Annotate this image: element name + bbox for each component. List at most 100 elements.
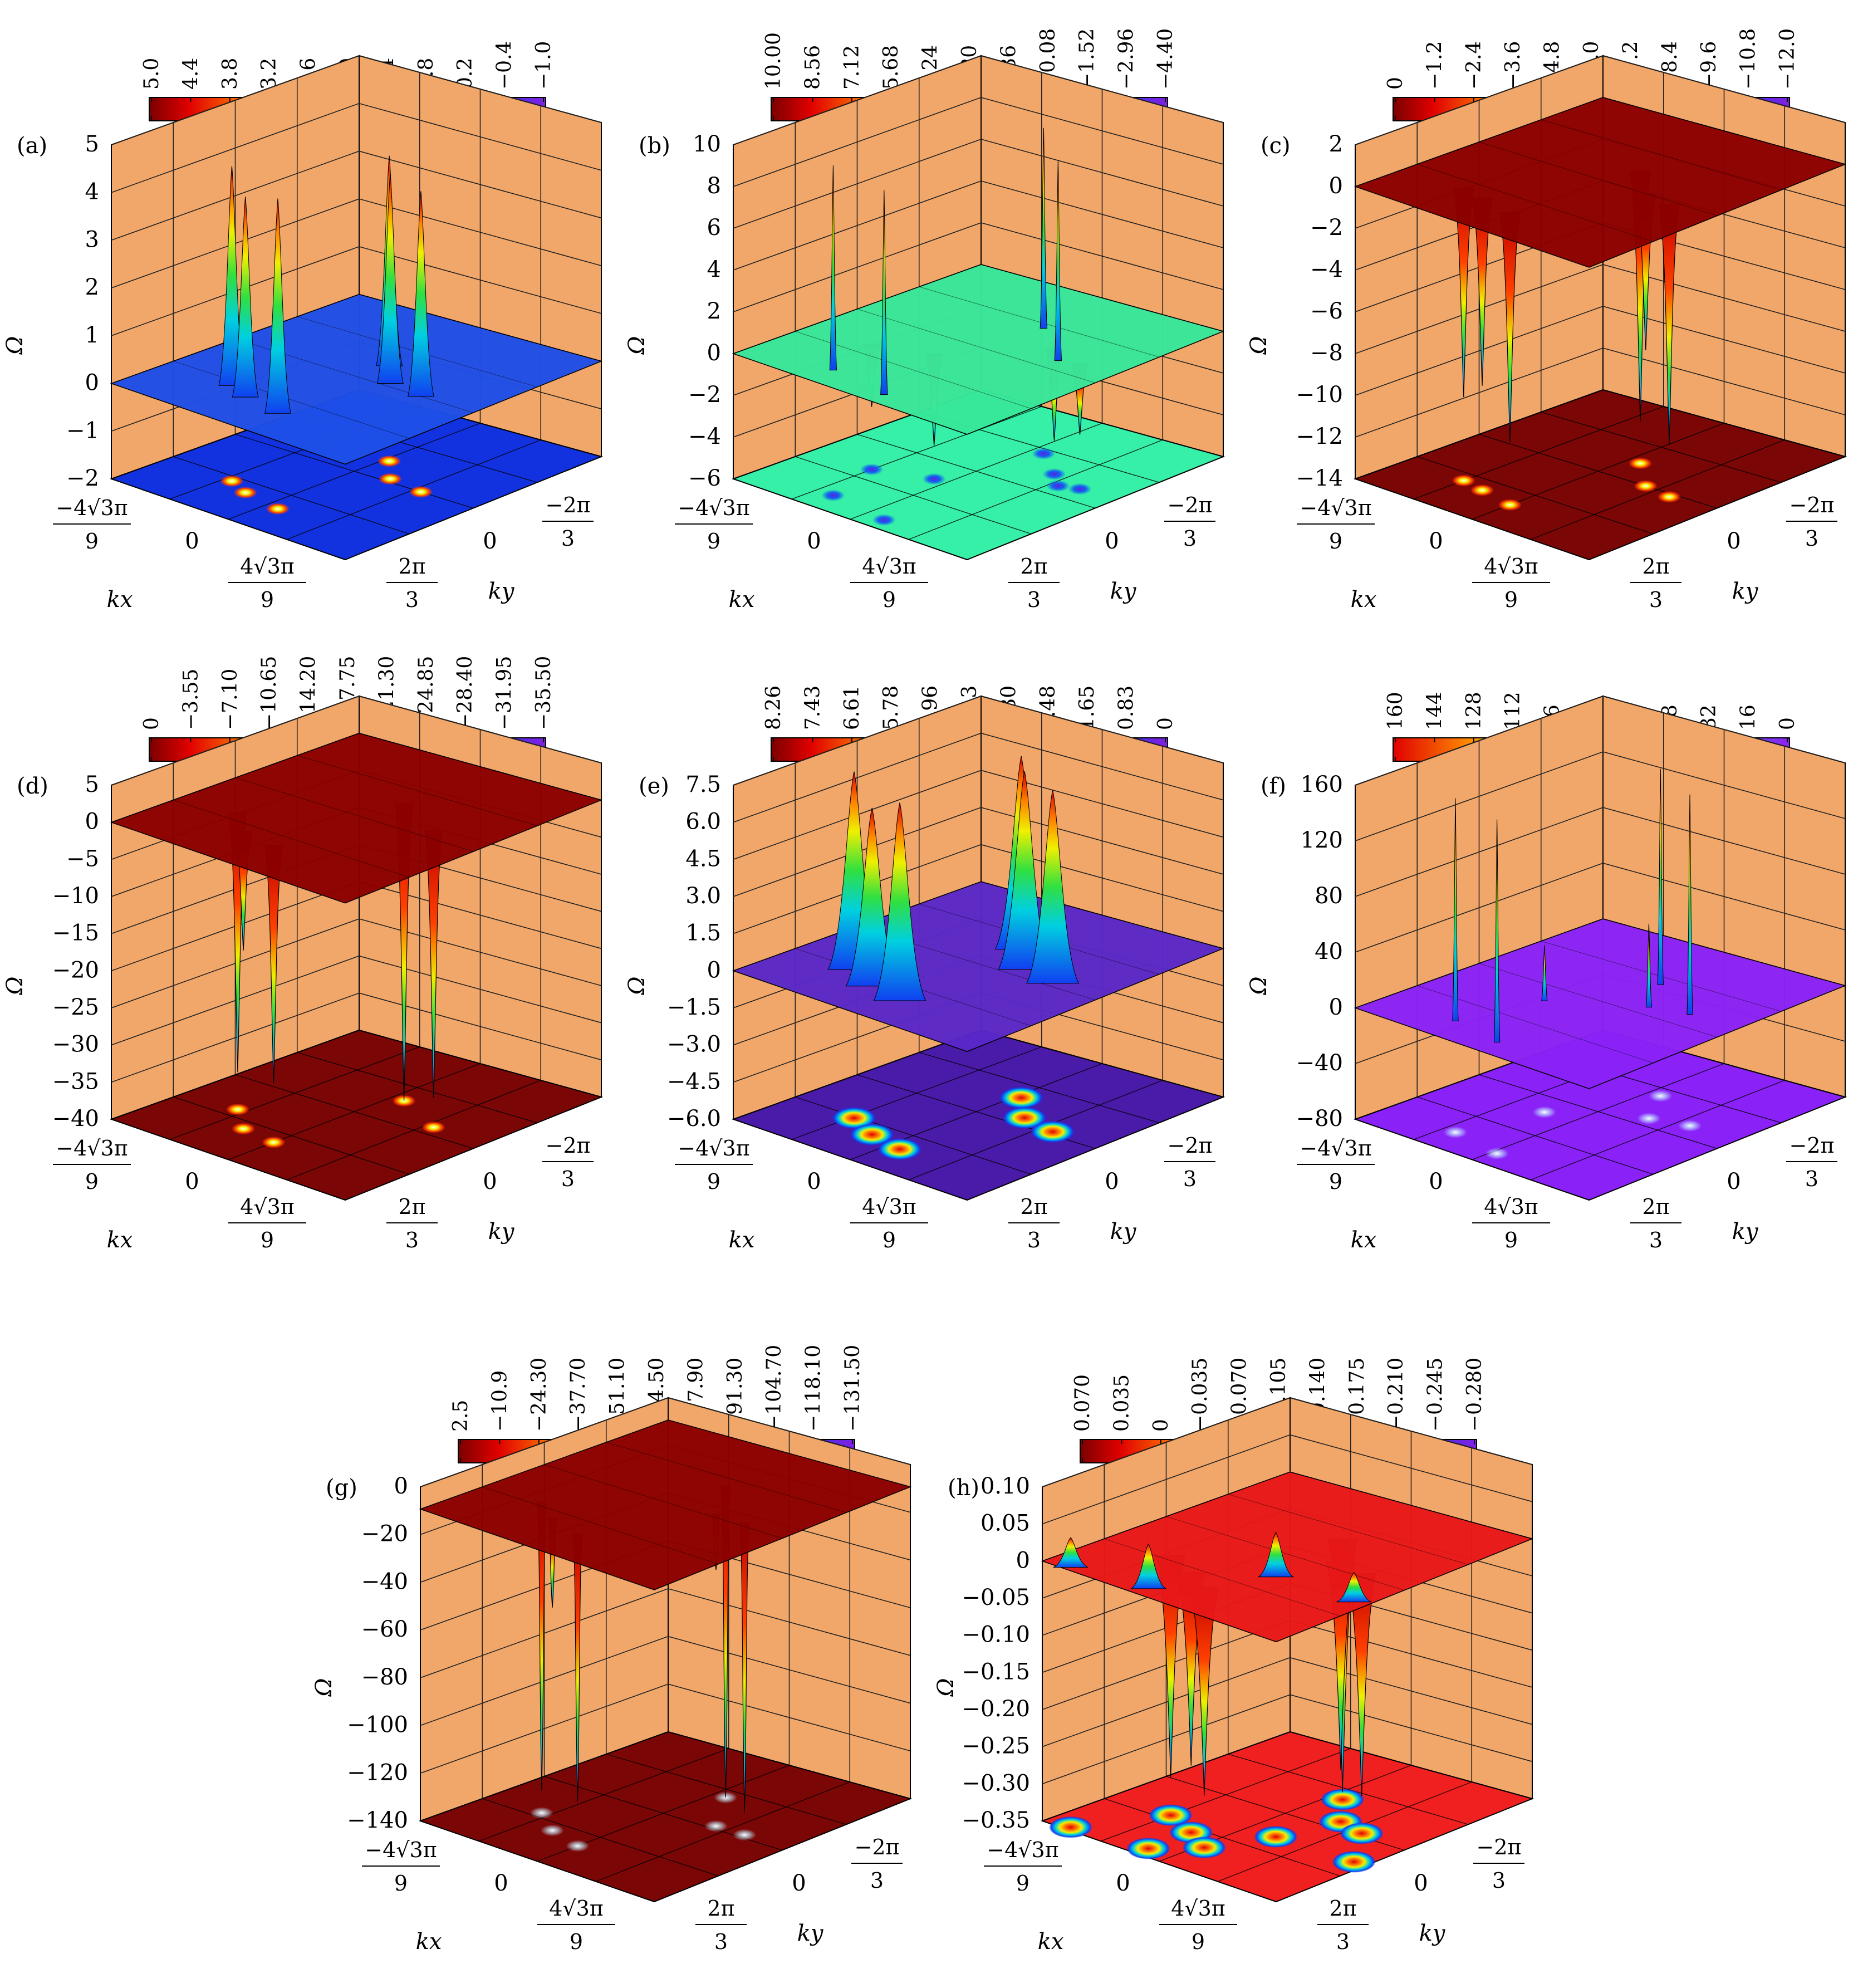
colorbar-tick-label: 0 [1776,717,1799,730]
z-axis-label: Ω [1246,336,1272,355]
panel-label: (b) [639,133,670,159]
z-tick-label: 5 [85,772,99,797]
z-tick-label: −20 [361,1521,408,1547]
z-tick-label: −40 [361,1569,408,1594]
floor-spot [1003,1106,1047,1129]
colorbar-tick-label: 3.8 [219,58,242,90]
panel-f: 160144128112968064483216016012080400−40−… [1246,692,1847,1253]
colorbar-tick-label: 5.0 [140,58,163,90]
z-tick-label: 6.0 [685,809,721,835]
z-tick-label: −40 [52,1106,99,1132]
surface-well [264,845,283,1083]
surface-mesh-line [235,777,474,852]
z-tick-label: 2 [707,298,721,324]
ky-tick-label: 2π [1329,1896,1356,1921]
panel-label: (h) [948,1475,979,1501]
colorbar-tick-label: 3.2 [258,58,281,90]
kx-axis-label: kx [1351,587,1377,613]
colorbar-tick-label: −10.8 [1737,28,1760,90]
z-tick-label: −6 [1310,298,1343,324]
panel-label: (f) [1261,773,1286,799]
colorbar-tick-label: 5.78 [880,685,903,730]
surface-peak [1053,1537,1089,1568]
surface-well [1472,197,1493,386]
ky-axis-label: ky [1110,1219,1137,1245]
colorbar-tick-label: −118.10 [802,1345,825,1432]
surface-mesh-line [857,309,1096,383]
floor-spot [1340,1822,1384,1844]
ky-tick-label: 2π [707,1896,734,1921]
floor-spot [1657,491,1681,503]
floor-spot [1254,1825,1298,1848]
z-tick-label: −140 [347,1808,408,1833]
z-tick-label: −5 [66,846,99,871]
floor-gridline [228,423,481,520]
colorbar-tick-label: 4.4 [179,58,202,90]
floor-spot [1532,1106,1556,1118]
surface-sheet [110,732,603,904]
colorbar-tick-label: −2.96 [1115,28,1138,90]
floor-spot [421,1121,445,1133]
surface-mesh-line [297,755,538,826]
floor-spot [860,463,884,476]
panel-label: (g) [326,1475,357,1501]
z-tick-label: −0.35 [962,1808,1030,1833]
plot-box: 5 0 −5 −10 −15 −20 −25 −30 −35 −40 [52,695,604,1201]
colorbar-tick-label: −3.55 [179,669,202,730]
z-tick-label: −12 [1296,424,1343,449]
kx-tick-label: 9 [570,1930,583,1954]
kx-tick-label: −4√3π [1300,1136,1371,1161]
z-tick-label: 3.0 [685,883,721,909]
kx-tick-label: 9 [261,587,274,612]
kx-tick-label: 9 [1016,1871,1029,1896]
z-tick-label: 1.5 [685,920,721,946]
surface-mesh-line [482,1486,719,1565]
kx-tick-label: 9 [1192,1930,1205,1954]
floor-spot [850,1123,894,1145]
ky-tick-label: 0 [1727,1169,1741,1194]
kx-tick-label: −4√3π [56,496,128,520]
surface-well [537,1500,547,1791]
panel-label: (d) [17,773,48,799]
z-tick-label: −0.25 [962,1734,1030,1759]
kx-tick-label: 9 [883,587,896,612]
kx-axis-label: kx [729,587,755,613]
kx-tick-label: 4√3π [549,1896,604,1921]
kx-axis-label: kx [416,1929,442,1955]
surface-peak [1026,790,1080,984]
ky-tick-label: 3 [1649,1228,1663,1252]
surface-mesh-line [606,1442,847,1513]
floor-spot [409,486,433,498]
surface-peak [407,191,434,397]
floor-gridline [297,1052,538,1123]
z-tick-label: 4 [85,179,99,205]
colorbar-tick-label: −35.50 [532,656,555,730]
ky-tick-label: −2π [1168,493,1213,517]
z-tick-label: 120 [1301,827,1343,853]
kx-tick-label: 0 [1429,528,1443,554]
ky-tick-label: −2π [546,1133,591,1158]
ky-tick-label: 0 [1105,1169,1119,1194]
surface-mesh-line [1166,1516,1405,1591]
z-tick-label: 0.10 [980,1473,1030,1499]
surface-mesh-line [544,1464,783,1539]
kx-tick-label: 9 [707,529,720,554]
z-tick-label: −20 [52,957,99,983]
colorbar-tick-label: 2.5 [449,1400,472,1432]
z-tick-label: 0 [85,809,99,835]
ky-tick-label: 3 [1805,526,1818,551]
floor-spot [1032,448,1056,460]
floor-spot [821,489,845,502]
surface-peak [1040,128,1048,329]
floor-spot [233,487,257,499]
kx-tick-label: 4√3π [240,1194,295,1219]
surface-well [1346,1573,1377,1796]
floor-spot [232,1123,256,1135]
z-tick-label: 8 [707,173,721,199]
panel-c: 0−1.2−2.4−3.6−4.8−6.0−7.2−8.4−9.6−10.8−1… [1246,28,1847,613]
panel-label: (c) [1261,133,1291,159]
colorbar-tick-label: −3.6 [1502,41,1524,90]
floor-spot [1452,474,1475,487]
floor-spot [266,503,290,515]
kx-tick-label: 0 [807,528,821,554]
